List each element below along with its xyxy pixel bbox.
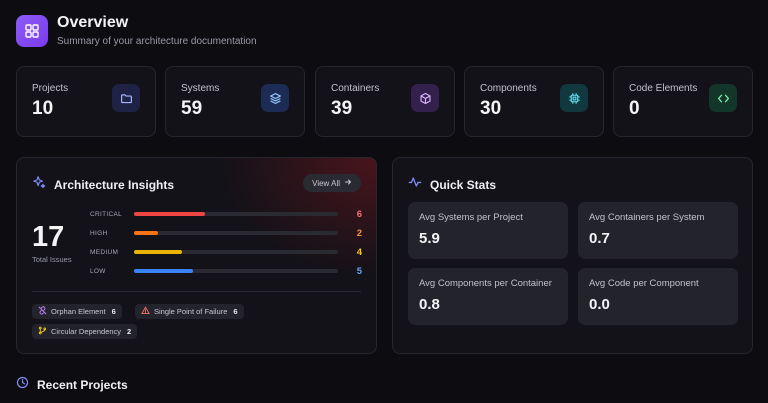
divider — [32, 291, 361, 292]
total-issues-count: 17 — [32, 221, 65, 253]
severity-row-critical: CRITICAL 6 — [90, 208, 362, 220]
severity-label: LOW — [90, 267, 106, 275]
quick-stat-value: 5.9 — [419, 230, 440, 247]
tag-label: Single Point of Failure — [154, 307, 228, 316]
severity-bar-fill — [134, 231, 158, 235]
view-all-label: View All — [312, 178, 340, 188]
severity-count: 5 — [356, 265, 362, 277]
page-title: Overview — [57, 14, 129, 31]
severity-count: 6 — [356, 208, 362, 220]
quick-stat-label: Avg Code per Component — [589, 278, 699, 289]
layers-icon — [261, 84, 289, 112]
stat-label: Code Elements — [629, 83, 698, 94]
severity-bar-fill — [134, 250, 182, 254]
stat-value: 39 — [331, 98, 353, 119]
view-all-button[interactable]: View All — [303, 174, 361, 192]
page-subtitle: Summary of your architecture documentati… — [57, 36, 257, 47]
panel-title: Architecture Insights — [54, 177, 175, 192]
severity-bar-fill — [134, 212, 205, 216]
dashboard-grid-icon — [16, 14, 48, 47]
stat-label: Projects — [32, 83, 69, 94]
stat-value: 0 — [629, 98, 640, 119]
recent-projects-title: Recent Projects — [37, 378, 128, 392]
total-issues-label: Total Issues — [32, 255, 72, 264]
quick-stat-label: Avg Systems per Project — [419, 212, 523, 223]
stat-card-systems[interactable]: Systems 59 — [165, 66, 305, 137]
stat-value: 10 — [32, 98, 54, 119]
panel-title: Quick Stats — [430, 177, 497, 192]
severity-label: HIGH — [90, 229, 108, 237]
sparkles-icon — [32, 175, 46, 194]
tag-label: Circular Dependency — [51, 327, 122, 336]
stat-card-projects[interactable]: Projects 10 — [16, 66, 156, 137]
quick-stat-avg-containers-per-system: Avg Containers per System 0.7 — [578, 202, 738, 259]
page-header: Overview Summary of your architecture do… — [16, 14, 257, 47]
recent-projects-heading: Recent Projects — [16, 376, 128, 394]
stat-value: 59 — [181, 98, 203, 119]
code-icon — [709, 84, 737, 112]
quick-stats-panel: Quick Stats Avg Systems per Project 5.9 … — [392, 157, 753, 354]
severity-bar-fill — [134, 269, 193, 273]
branch-icon — [38, 326, 47, 337]
stat-label: Components — [480, 83, 537, 94]
box-icon — [411, 84, 439, 112]
tag-count: 6 — [233, 307, 238, 316]
unlink-icon — [38, 306, 47, 317]
tag-label: Orphan Element — [51, 307, 106, 316]
severity-bar-track — [134, 231, 338, 235]
quick-stat-avg-code-per-component: Avg Code per Component 0.0 — [578, 268, 738, 325]
quick-stat-avg-components-per-container: Avg Components per Container 0.8 — [408, 268, 568, 325]
total-issues: 17 Total Issues — [32, 222, 72, 264]
clock-icon — [16, 376, 29, 394]
quick-stat-value: 0.0 — [589, 296, 610, 313]
severity-label: CRITICAL — [90, 210, 123, 218]
severity-row-high: HIGH 2 — [90, 227, 362, 239]
tag-orphan-element[interactable]: Orphan Element 6 — [32, 304, 122, 319]
quick-stat-label: Avg Components per Container — [419, 278, 552, 289]
stat-value: 30 — [480, 98, 502, 119]
folder-icon — [112, 84, 140, 112]
activity-icon — [408, 175, 422, 194]
architecture-insights-panel: Architecture Insights View All 17 Total … — [16, 157, 377, 354]
tag-count: 2 — [127, 327, 132, 336]
warning-triangle-icon — [141, 306, 150, 317]
arrow-right-icon — [344, 178, 352, 188]
quick-stat-label: Avg Containers per System — [589, 212, 705, 223]
quick-stat-avg-systems-per-project: Avg Systems per Project 5.9 — [408, 202, 568, 259]
stat-card-components[interactable]: Components 30 — [464, 66, 604, 137]
severity-count: 2 — [356, 227, 362, 239]
tag-count: 6 — [111, 307, 116, 316]
tag-single-point-of-failure[interactable]: Single Point of Failure 6 — [135, 304, 244, 319]
severity-row-low: LOW 5 — [90, 265, 362, 277]
severity-label: MEDIUM — [90, 248, 119, 256]
severity-bar-track — [134, 212, 338, 216]
stat-label: Containers — [331, 83, 380, 94]
severity-bar-track — [134, 269, 338, 273]
quick-stat-value: 0.8 — [419, 296, 440, 313]
severity-row-medium: MEDIUM 4 — [90, 246, 362, 258]
severity-bar-track — [134, 250, 338, 254]
chip-icon — [560, 84, 588, 112]
stat-card-code-elements[interactable]: Code Elements 0 — [613, 66, 753, 137]
stat-label: Systems — [181, 83, 220, 94]
stat-card-containers[interactable]: Containers 39 — [315, 66, 455, 137]
tag-circular-dependency[interactable]: Circular Dependency 2 — [32, 324, 138, 339]
quick-stat-value: 0.7 — [589, 230, 610, 247]
severity-count: 4 — [356, 246, 362, 258]
